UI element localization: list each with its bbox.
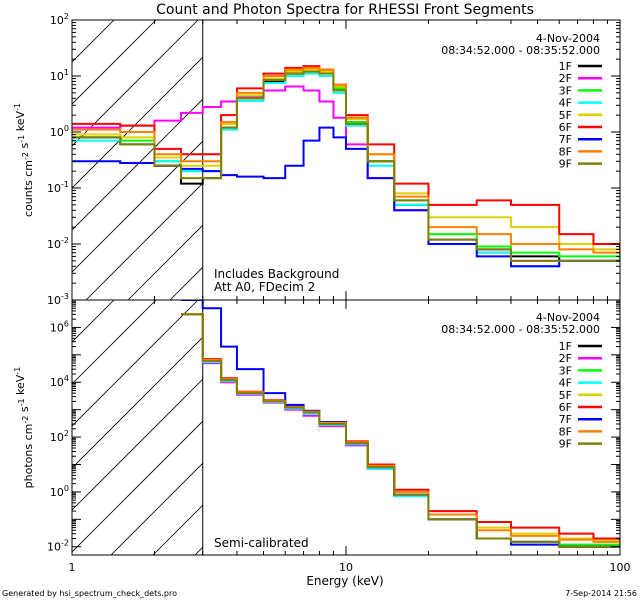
legend-label-4F: 4F xyxy=(559,377,572,390)
y-axis-label: counts cm-2 s-1 keV-1 xyxy=(13,103,35,217)
legend-label-1F: 1F xyxy=(559,340,572,353)
footer-timestamp: 7-Sep-2014 21:56 xyxy=(565,589,637,598)
hatch-line xyxy=(72,20,199,147)
y-tick-label: 10-2 xyxy=(47,539,69,554)
legend-label-3F: 3F xyxy=(559,84,572,97)
time-range-label: 08:34:52.000 - 08:35:52.000 xyxy=(441,44,600,57)
y-tick-label: 104 xyxy=(50,374,69,389)
excluded-region-hatch xyxy=(72,20,492,300)
hatch-line xyxy=(72,140,203,273)
photon-spectrum-panel: 10-2 100 102 104 106 photons cm-2 s-1 keV-1 4-… xyxy=(13,299,631,574)
chart-title: Count and Photon Spectra for RHESSI Fron… xyxy=(156,2,534,18)
legend-label-1F: 1F xyxy=(559,60,572,73)
series-line-9F xyxy=(72,70,620,262)
legend-label-7F: 7F xyxy=(559,413,572,426)
x-tick-label: 10 xyxy=(339,561,353,574)
series-line-6F xyxy=(181,313,620,542)
hatch-line xyxy=(127,224,203,300)
y-tick-label: 10-1 xyxy=(47,180,69,195)
series-line-9F xyxy=(181,313,620,548)
x-tick-label: 100 xyxy=(610,561,631,574)
hatch-line xyxy=(72,98,203,231)
series-line-7F xyxy=(72,126,620,268)
legend-label-3F: 3F xyxy=(559,364,572,377)
hatch-line xyxy=(169,266,203,300)
hatch-line xyxy=(72,336,203,469)
excluded-region-hatch xyxy=(72,300,203,555)
x-tick-label: 1 xyxy=(69,561,76,574)
hatch-line xyxy=(152,504,203,555)
footer-generated-by: Generated by hsi_spectrum_check_dets.pro xyxy=(2,589,177,598)
series-line-2F xyxy=(181,313,620,548)
hatch-line xyxy=(72,300,73,301)
y-axis-label: photons cm-2 s-1 keV-1 xyxy=(13,367,35,489)
series-line-7F xyxy=(181,300,620,548)
y-tick-label: 10-2 xyxy=(47,236,69,251)
y-tick-label: 102 xyxy=(50,429,69,444)
hatch-line xyxy=(85,182,203,300)
legend-label-5F: 5F xyxy=(559,109,572,122)
date-label: 4-Nov-2004 xyxy=(536,311,600,324)
y-tick-label: 102 xyxy=(50,12,69,27)
series-line-8F xyxy=(72,66,620,257)
legend-label-6F: 6F xyxy=(559,121,572,134)
annotation-text: Att A0, FDecim 2 xyxy=(214,280,315,294)
hatch-line xyxy=(72,300,199,427)
date-label: 4-Nov-2004 xyxy=(536,32,600,45)
series-line-3F xyxy=(181,313,620,547)
x-axis-label: Energy (keV) xyxy=(306,574,383,588)
hatch-line xyxy=(72,300,157,385)
legend-label-7F: 7F xyxy=(559,133,572,146)
series-group xyxy=(72,65,620,268)
legend-label-8F: 8F xyxy=(559,425,572,438)
hatch-line xyxy=(72,420,203,553)
annotation-text: Semi-calibrated xyxy=(214,536,309,550)
y-tick-label: 100 xyxy=(50,124,69,139)
legend-label-9F: 9F xyxy=(559,438,572,451)
hatch-line xyxy=(72,378,203,511)
hatch-line xyxy=(72,56,203,189)
y-tick-label: 101 xyxy=(50,68,69,83)
time-range-label: 08:34:52.000 - 08:35:52.000 xyxy=(441,323,600,336)
legend-label-9F: 9F xyxy=(559,158,572,171)
hatch-line xyxy=(72,20,73,21)
y-tick-label: 10-3 xyxy=(47,292,69,307)
y-tick-label: 106 xyxy=(50,319,69,334)
y-tick-label: 100 xyxy=(50,484,69,499)
legend-label-2F: 2F xyxy=(559,352,572,365)
legend-label-5F: 5F xyxy=(559,389,572,402)
annotation-text: Includes Background xyxy=(214,267,339,281)
series-line-4F xyxy=(181,313,620,548)
series-group xyxy=(181,300,620,548)
series-line-1F xyxy=(181,313,620,548)
hatch-line xyxy=(194,546,203,555)
legend-label-2F: 2F xyxy=(559,72,572,85)
series-line-5F xyxy=(181,313,620,542)
hatch-line xyxy=(212,20,492,300)
hatch-line xyxy=(72,20,157,105)
legend-label-4F: 4F xyxy=(559,97,572,110)
hatch-line xyxy=(110,462,203,555)
legend-label-8F: 8F xyxy=(559,145,572,158)
count-spectrum-panel: 10-3 10-2 10-1 100 101 102 counts cm-2 s-1 keV… xyxy=(13,12,621,307)
legend-label-6F: 6F xyxy=(559,401,572,414)
hatch-line xyxy=(72,300,115,343)
series-line-8F xyxy=(181,313,620,545)
hatch-line xyxy=(72,20,115,63)
